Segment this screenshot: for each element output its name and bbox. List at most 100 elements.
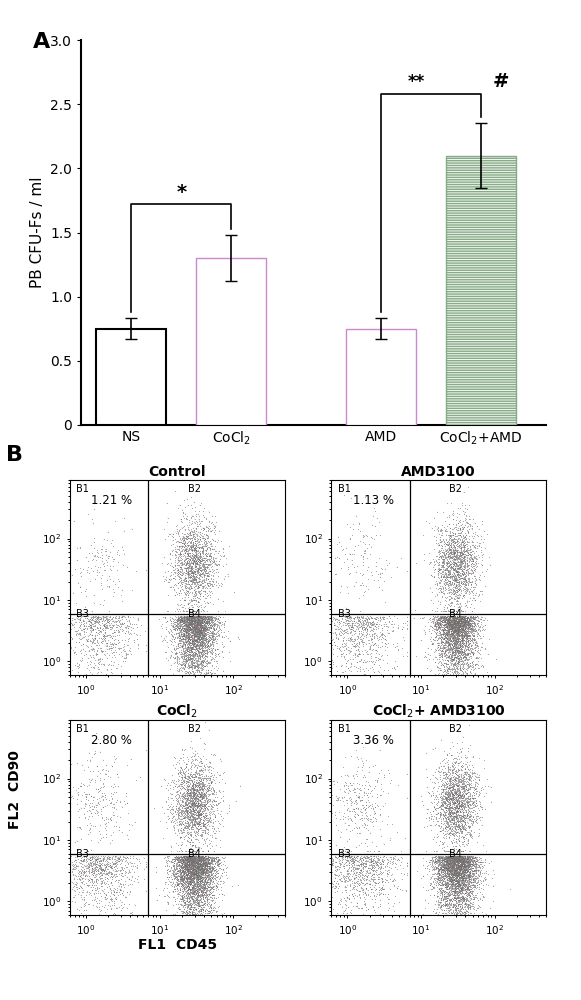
Point — [85, 626, 95, 642]
Point — [442, 549, 451, 565]
Point — [207, 798, 216, 814]
Point — [453, 872, 462, 888]
Point — [173, 618, 182, 634]
Point — [193, 794, 202, 810]
Point — [181, 873, 190, 889]
Point — [72, 552, 81, 568]
Point — [195, 548, 205, 564]
Point — [182, 609, 191, 625]
Point — [94, 609, 103, 625]
Point — [199, 789, 208, 805]
Point — [178, 645, 187, 661]
Point — [445, 609, 454, 625]
Point — [455, 540, 464, 556]
Point — [191, 535, 200, 551]
Point — [207, 860, 216, 876]
Point — [448, 615, 457, 631]
Point — [175, 546, 184, 562]
Point — [91, 852, 101, 868]
Point — [175, 901, 185, 917]
Point — [197, 850, 206, 866]
Point — [213, 623, 223, 639]
Point — [91, 853, 100, 869]
Point — [215, 860, 224, 876]
Point — [432, 870, 441, 886]
Point — [474, 787, 483, 803]
Point — [456, 531, 465, 547]
Point — [193, 791, 203, 807]
Point — [184, 621, 193, 637]
Point — [102, 635, 112, 651]
Point — [197, 611, 206, 627]
Point — [191, 646, 200, 662]
Point — [435, 876, 444, 892]
Point — [444, 795, 454, 811]
Point — [174, 534, 184, 550]
Point — [440, 534, 449, 550]
Point — [198, 636, 207, 652]
Point — [458, 622, 468, 638]
Point — [185, 868, 195, 884]
Point — [470, 889, 479, 905]
Point — [439, 551, 448, 567]
Point — [199, 822, 208, 838]
Point — [188, 790, 198, 806]
Point — [178, 862, 188, 878]
Point — [331, 854, 340, 870]
Point — [191, 855, 200, 871]
Point — [175, 881, 185, 897]
Point — [463, 593, 472, 609]
Point — [80, 895, 89, 911]
Point — [364, 635, 373, 651]
Point — [460, 798, 469, 814]
Point — [203, 792, 213, 808]
Point — [346, 655, 356, 671]
Point — [203, 556, 212, 572]
Point — [440, 793, 449, 809]
Point — [90, 613, 99, 629]
Point — [178, 851, 188, 867]
Point — [194, 880, 203, 896]
Point — [203, 882, 212, 898]
Point — [98, 752, 107, 768]
Point — [442, 643, 451, 659]
Point — [114, 822, 124, 838]
Point — [186, 889, 195, 905]
Point — [465, 630, 474, 646]
Point — [451, 621, 460, 637]
Point — [441, 589, 450, 605]
Point — [178, 615, 187, 631]
Point — [191, 797, 200, 813]
Point — [479, 760, 489, 776]
Point — [425, 817, 434, 833]
Point — [437, 561, 446, 577]
Point — [207, 873, 216, 889]
Point — [433, 849, 442, 865]
Point — [177, 774, 186, 790]
Point — [178, 542, 187, 558]
Point — [456, 787, 465, 803]
Point — [181, 609, 190, 625]
Point — [437, 857, 446, 873]
Point — [197, 861, 206, 877]
Point — [460, 783, 469, 799]
Point — [352, 857, 361, 873]
Point — [186, 609, 195, 625]
Point — [446, 808, 455, 824]
Point — [99, 865, 109, 881]
Point — [337, 856, 346, 872]
Point — [184, 525, 193, 541]
Point — [187, 560, 196, 576]
Point — [397, 871, 407, 887]
Point — [449, 651, 458, 667]
Point — [458, 872, 468, 888]
Point — [184, 753, 193, 769]
Point — [204, 557, 213, 573]
Point — [462, 785, 472, 801]
Point — [460, 778, 469, 794]
Point — [193, 660, 202, 676]
Point — [451, 612, 460, 628]
Point — [446, 633, 455, 649]
Point — [185, 885, 194, 901]
Point — [470, 781, 479, 797]
